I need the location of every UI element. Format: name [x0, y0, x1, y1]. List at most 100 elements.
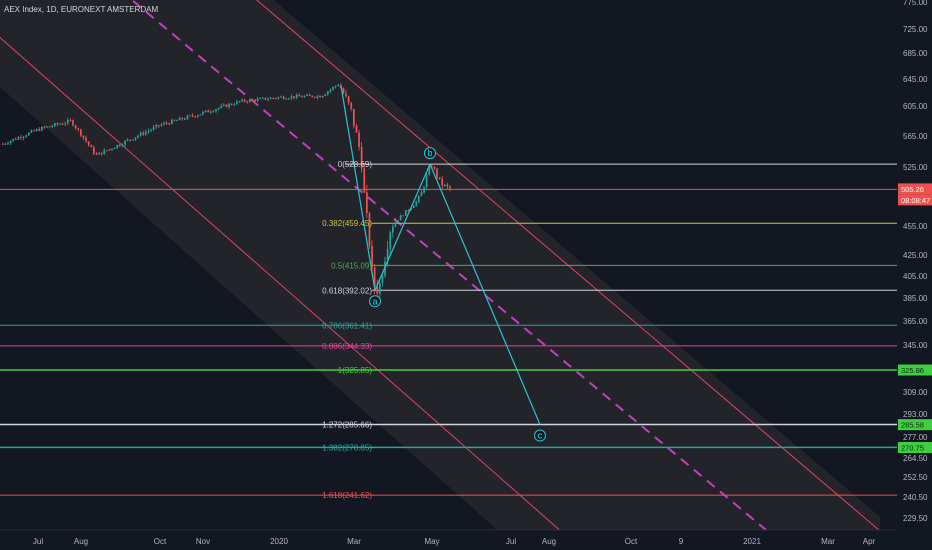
candle-body — [215, 109, 217, 112]
candle-body — [184, 119, 186, 121]
candle-body — [173, 119, 176, 121]
time-axis[interactable]: Jul Aug Oct Nov 2020 Mar May Jul Aug Oct 9 2021 Mar A… — [33, 537, 876, 546]
x-tick-label: Nov — [196, 537, 210, 546]
candle-body — [262, 97, 264, 99]
time-axis-background — [0, 530, 932, 550]
candle-body — [9, 140, 12, 144]
x-tick-label: Mar — [347, 537, 361, 546]
candle-body — [256, 98, 259, 102]
candle-body — [301, 96, 303, 98]
candle-body — [150, 129, 152, 131]
price-badge: 505.26 — [898, 183, 932, 195]
y-tick-label: 293.00 — [903, 410, 928, 419]
candle-body — [397, 220, 399, 223]
candle-body — [15, 138, 17, 140]
x-tick-label: 2021 — [743, 537, 761, 546]
candle-body — [132, 139, 134, 141]
candle-body — [22, 136, 25, 139]
x-tick-label: Mar — [821, 537, 835, 546]
fib-level-label: 0.618(392.02) — [322, 286, 372, 295]
candle-body — [54, 123, 56, 126]
candle-body — [267, 99, 269, 101]
candle-body — [290, 96, 293, 99]
y-tick-label: 229.50 — [903, 514, 928, 523]
price-badge-label: 270.75 — [901, 444, 924, 453]
candle-body — [311, 95, 314, 98]
candle-body — [46, 126, 48, 128]
candle-body — [308, 94, 311, 96]
candle-body — [412, 205, 415, 209]
candle-body — [80, 129, 82, 136]
candle-body — [38, 129, 41, 131]
candle-body — [337, 84, 340, 87]
candle-body — [405, 210, 407, 216]
price-candles — [2, 83, 451, 300]
candle-body — [111, 148, 113, 150]
candle-body — [441, 178, 444, 186]
candle-body — [212, 111, 215, 113]
candle-body — [134, 137, 137, 140]
wave-point-c: c — [534, 429, 546, 442]
candle-body — [142, 132, 145, 135]
candle-body — [373, 267, 376, 288]
candle-body — [379, 283, 381, 294]
candle-body — [93, 147, 95, 154]
candle-body — [368, 213, 371, 246]
candle-body — [446, 184, 449, 187]
candle-body — [95, 153, 98, 155]
candle-body — [420, 192, 423, 197]
y-tick-label: 455.00 — [903, 222, 928, 231]
x-tick-label: 9 — [679, 537, 684, 546]
candle-body — [100, 152, 103, 155]
candle-body — [277, 97, 280, 99]
candle-body — [77, 128, 80, 130]
chart-title: AEX Index, 1D, EURONEXT AMSTERDAM — [4, 5, 158, 14]
candle-body — [363, 168, 366, 193]
candle-body — [345, 93, 347, 97]
candle-body — [189, 115, 191, 117]
candle-body — [210, 111, 212, 113]
candle-body — [358, 132, 360, 148]
candle-body — [147, 130, 150, 132]
candle-body — [41, 126, 43, 131]
wave-point-a: a — [369, 295, 381, 308]
candle-body — [246, 101, 249, 103]
price-badge-label: 505.26 — [901, 185, 924, 194]
candle-body — [126, 139, 129, 141]
candle-body — [163, 122, 165, 125]
candle-body — [436, 168, 438, 178]
candle-body — [90, 145, 93, 148]
candle-body — [423, 187, 425, 193]
candle-body — [116, 144, 119, 149]
candle-body — [236, 101, 238, 105]
wave-lines — [340, 85, 541, 425]
candle-body — [275, 98, 277, 100]
price-badges: 505.26 08:08:47 325.86 285.58 270.75 — [898, 183, 932, 453]
candle-body — [431, 165, 433, 167]
candle-body — [160, 124, 163, 126]
candle-body — [129, 139, 132, 141]
candle-body — [197, 115, 199, 117]
candle-body — [350, 102, 353, 109]
y-tick-label: 425.00 — [903, 251, 928, 260]
candle-body — [85, 137, 87, 142]
candle-body — [25, 135, 28, 137]
candle-body — [64, 123, 67, 125]
x-tick-label: Jul — [506, 537, 516, 546]
candle-body — [425, 175, 428, 188]
price-badge: 08:08:47 — [898, 194, 932, 206]
y-tick-label: 345.00 — [903, 341, 928, 350]
candle-body — [51, 125, 54, 127]
fib-labels: 0(528.69) 0.382(459.45) 0.5(415.09) 0.618(3… — [322, 160, 372, 500]
candle-body — [415, 201, 418, 206]
y-tick-label: 565.00 — [903, 132, 928, 141]
candle-body — [158, 125, 160, 127]
candle-body — [402, 215, 405, 217]
price-axis-background — [897, 0, 932, 530]
candle-body — [119, 144, 121, 146]
candle-body — [438, 177, 441, 179]
candle-body — [243, 99, 246, 102]
wave-markers: a b c — [369, 147, 546, 442]
candle-body — [171, 119, 173, 125]
